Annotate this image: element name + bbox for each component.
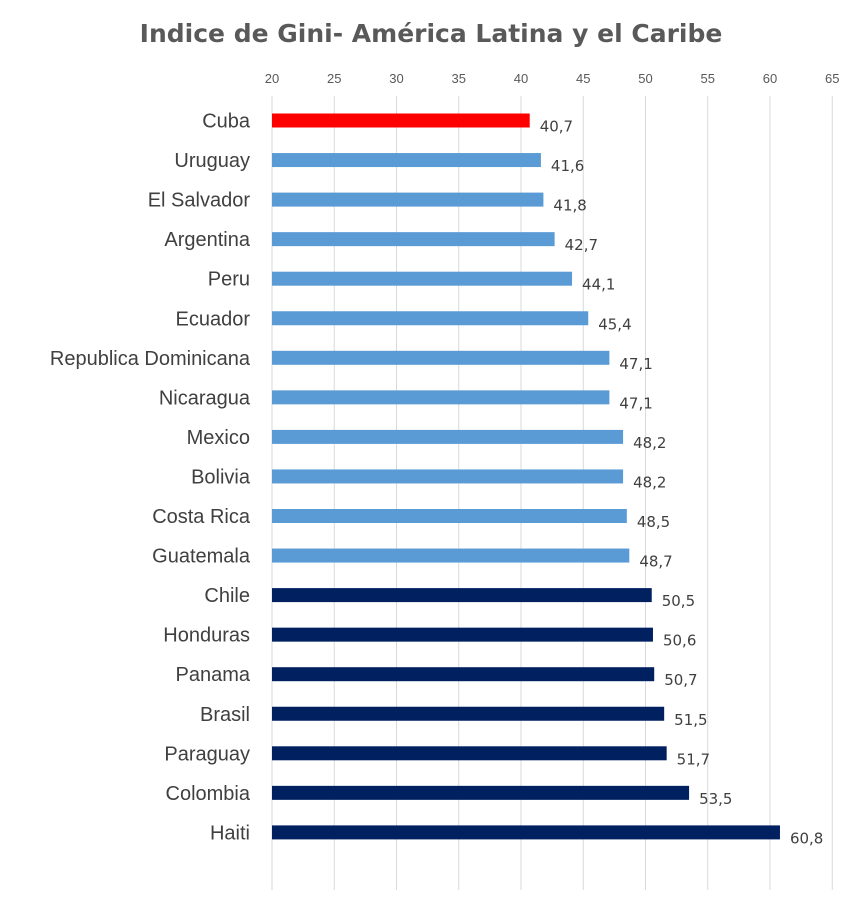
bar-chile — [272, 588, 652, 603]
category-label: Costa Rica — [152, 506, 251, 528]
category-labels: Cuba Uruguay El Salvador Argentina Peru Ecuad… — [50, 111, 251, 845]
bar-brasil — [272, 706, 665, 721]
category-label: Bolivia — [191, 466, 251, 488]
x-axis-ticks: 20 25 30 35 40 45 50 55 60 65 — [265, 71, 840, 86]
x-tick-label: 40 — [514, 71, 528, 86]
bars — [272, 113, 780, 840]
category-label: Uruguay — [174, 150, 250, 172]
category-label: Peru — [208, 269, 250, 291]
x-tick-label: 55 — [701, 71, 715, 86]
bar-panama — [272, 667, 655, 682]
bar-costa-rica — [272, 509, 627, 523]
category-label: Republica Dominicana — [50, 348, 251, 370]
bar-el-salvador — [272, 192, 544, 207]
bar-argentina — [272, 232, 555, 247]
category-label: Nicaragua — [159, 387, 251, 409]
data-label: 48,5 — [637, 513, 670, 531]
x-tick-label: 30 — [389, 71, 403, 86]
bar-uruguay — [272, 153, 541, 168]
category-label: Chile — [204, 585, 250, 607]
bar-bolivia — [272, 469, 624, 484]
data-label: 48,7 — [639, 553, 672, 571]
data-label: 47,1 — [619, 394, 652, 412]
x-tick-label: 35 — [452, 71, 466, 86]
data-label: 41,8 — [553, 197, 586, 215]
category-label: Mexico — [187, 427, 250, 449]
category-label: Guatemala — [152, 546, 251, 568]
data-label: 50,5 — [662, 592, 695, 610]
data-label: 51,5 — [674, 711, 707, 729]
bar-peru — [272, 271, 573, 286]
data-labels: 40,7 41,6 41,8 42,7 44,1 45,4 47,1 47,1 48,2 48,2… — [540, 118, 824, 848]
bar-cuba — [272, 113, 530, 128]
data-label: 42,7 — [565, 236, 598, 254]
x-tick-label: 50 — [638, 71, 652, 86]
category-label: Honduras — [163, 625, 250, 647]
bar-mexico — [272, 429, 624, 444]
bar-haiti — [272, 825, 780, 840]
data-label: 41,6 — [551, 157, 584, 175]
data-label: 44,1 — [582, 276, 615, 294]
category-label: Panama — [176, 664, 251, 686]
data-label: 60,8 — [790, 829, 823, 847]
data-label: 53,5 — [699, 790, 732, 808]
data-label: 51,7 — [677, 750, 710, 768]
category-label: Colombia — [166, 783, 251, 805]
x-tick-label: 25 — [327, 71, 341, 86]
data-label: 45,4 — [598, 315, 631, 333]
bar-honduras — [272, 627, 653, 642]
x-tick-label: 65 — [825, 71, 839, 86]
chart-title: Indice de Gini- América Latina y el Cari… — [140, 19, 723, 48]
x-tick-label: 20 — [265, 71, 279, 86]
bar-guatemala — [272, 548, 630, 563]
category-label: Argentina — [164, 229, 250, 251]
category-label: El Salvador — [148, 190, 251, 212]
category-label: Brasil — [200, 704, 250, 726]
category-label: Ecuador — [176, 308, 251, 330]
category-label: Cuba — [202, 111, 251, 133]
bar-paraguay — [272, 746, 667, 761]
x-tick-label: 60 — [763, 71, 777, 86]
data-label: 50,6 — [663, 632, 696, 650]
bar-republica-dominicana — [272, 350, 610, 365]
x-tick-label: 45 — [576, 71, 590, 86]
data-label: 40,7 — [540, 118, 573, 136]
gridlines — [271, 96, 833, 890]
data-label: 47,1 — [619, 355, 652, 373]
bar-ecuador — [272, 311, 589, 326]
data-label: 48,2 — [633, 473, 666, 491]
category-label: Paraguay — [164, 743, 250, 765]
category-label: Haiti — [210, 822, 250, 844]
bar-nicaragua — [272, 390, 610, 405]
bar-colombia — [272, 785, 690, 800]
data-label: 48,2 — [633, 434, 666, 452]
data-label: 50,7 — [664, 671, 697, 689]
